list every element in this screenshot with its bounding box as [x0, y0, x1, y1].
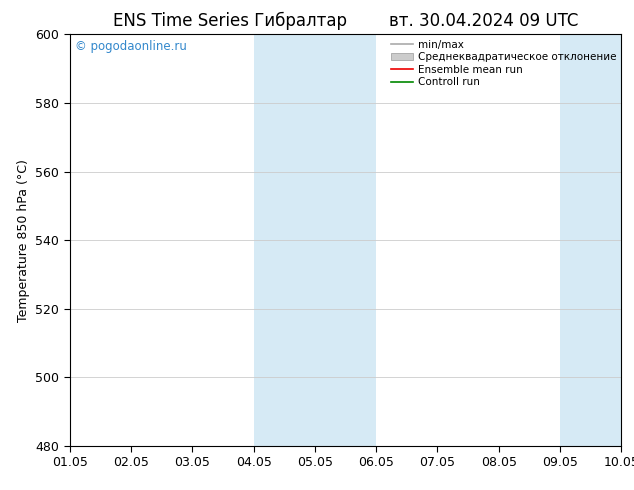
Title: ENS Time Series Гибралтар        вт. 30.04.2024 09 UTC: ENS Time Series Гибралтар вт. 30.04.2024…: [113, 12, 578, 30]
Text: © pogodaonline.ru: © pogodaonline.ru: [75, 41, 187, 53]
Y-axis label: Temperature 850 hPa (°C): Temperature 850 hPa (°C): [16, 159, 30, 321]
Legend: min/max, Среднеквадратическое отклонение, Ensemble mean run, Controll run: min/max, Среднеквадратическое отклонение…: [389, 37, 618, 89]
Bar: [254, 34, 376, 446]
Bar: [560, 34, 621, 446]
